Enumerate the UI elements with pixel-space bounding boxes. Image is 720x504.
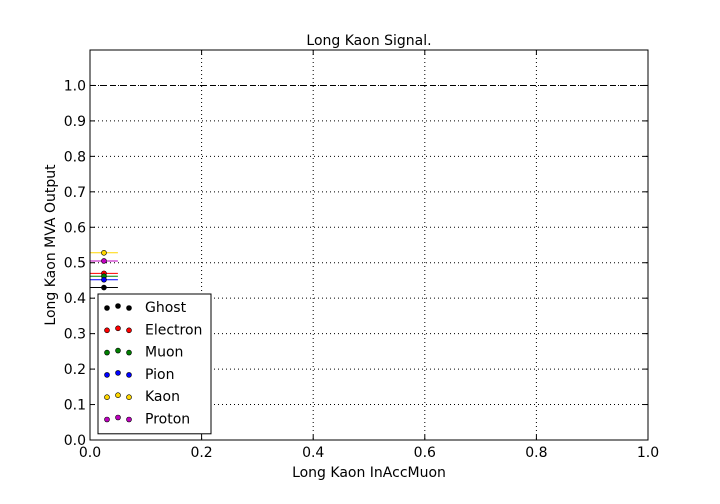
legend-marker-kaon	[126, 394, 132, 401]
legend-marker-pion	[126, 372, 132, 378]
legend-entry-kaon: Kaon	[104, 389, 180, 405]
series-proton	[90, 258, 118, 264]
chart-title: Long Kaon Signal.	[306, 33, 431, 49]
legend-label-proton: Proton	[145, 412, 190, 428]
legend-marker-ghost	[104, 305, 110, 311]
y-tick-label: 0.1	[64, 398, 86, 414]
legend-entry-electron: Electron	[104, 322, 202, 338]
x-tick-label: 0.0	[79, 445, 101, 461]
legend-box	[97, 293, 212, 435]
x-tick-label: 0.4	[302, 445, 324, 461]
point-ghost	[101, 284, 107, 291]
legend-marker-muon	[104, 349, 110, 356]
legend-marker-ghost	[115, 303, 121, 309]
x-tick-label: 0.2	[190, 445, 212, 461]
ticks: 0.0 0.2 0.4 0.6 0.8 1.0 0.0 0.1 0.2 0.3 0.4 0.5 0.6 0…	[64, 50, 659, 461]
y-tick-label: 0.0	[64, 433, 86, 449]
legend-marker-pion	[104, 372, 110, 378]
y-tick-label: 0.2	[64, 362, 86, 378]
point-proton	[101, 258, 107, 264]
legend-marker-ghost	[126, 305, 132, 311]
y-tick-label: 1.0	[64, 78, 86, 94]
x-tick-label: 1.0	[637, 445, 659, 461]
legend-marker-proton	[126, 416, 132, 423]
legend-marker-pion	[115, 370, 121, 376]
point-kaon	[101, 250, 107, 256]
series-kaon	[90, 250, 118, 256]
legend-marker-electron	[126, 327, 132, 334]
y-tick-label: 0.6	[64, 220, 86, 236]
y-tick-label: 0.3	[64, 327, 86, 343]
plot-frame	[89, 49, 649, 441]
legend-entry-muon: Muon	[104, 345, 183, 361]
legend-marker-muon	[126, 349, 132, 356]
y-axis-label: Long Kaon MVA Output	[43, 164, 59, 326]
legend-entry-pion: Pion	[104, 367, 174, 383]
legend-marker-kaon	[115, 392, 121, 399]
x-axis-label: Long Kaon InAccMuon	[292, 465, 446, 481]
legend-marker-kaon	[104, 394, 110, 401]
legend-label-electron: Electron	[145, 322, 202, 338]
y-tick-label: 0.8	[64, 149, 86, 165]
y-tick-label: 0.5	[64, 256, 86, 272]
legend-label-muon: Muon	[145, 345, 183, 361]
legend-marker-proton	[104, 416, 110, 423]
series-ghost	[90, 284, 118, 291]
legend-label-pion: Pion	[145, 367, 174, 383]
y-tick-label: 0.4	[64, 291, 86, 307]
grid	[90, 50, 648, 440]
legend-marker-proton	[115, 414, 121, 421]
data-marks	[90, 250, 118, 291]
legend-marker-electron	[115, 325, 121, 332]
legend-entry-proton: Proton	[104, 412, 190, 428]
legend-marker-electron	[104, 327, 110, 334]
legend: Ghost Electron Muon Pion Kaon Proton	[97, 293, 212, 435]
point-pion	[101, 276, 107, 283]
legend-marker-muon	[115, 347, 121, 354]
legend-label-kaon: Kaon	[145, 389, 180, 405]
series-pion	[90, 276, 118, 283]
y-tick-label: 0.9	[64, 114, 86, 130]
x-tick-label: 0.6	[414, 445, 436, 461]
y-tick-label: 0.7	[64, 185, 86, 201]
x-tick-label: 0.8	[525, 445, 547, 461]
legend-label-ghost: Ghost	[145, 300, 187, 316]
legend-entry-ghost: Ghost	[104, 300, 187, 316]
